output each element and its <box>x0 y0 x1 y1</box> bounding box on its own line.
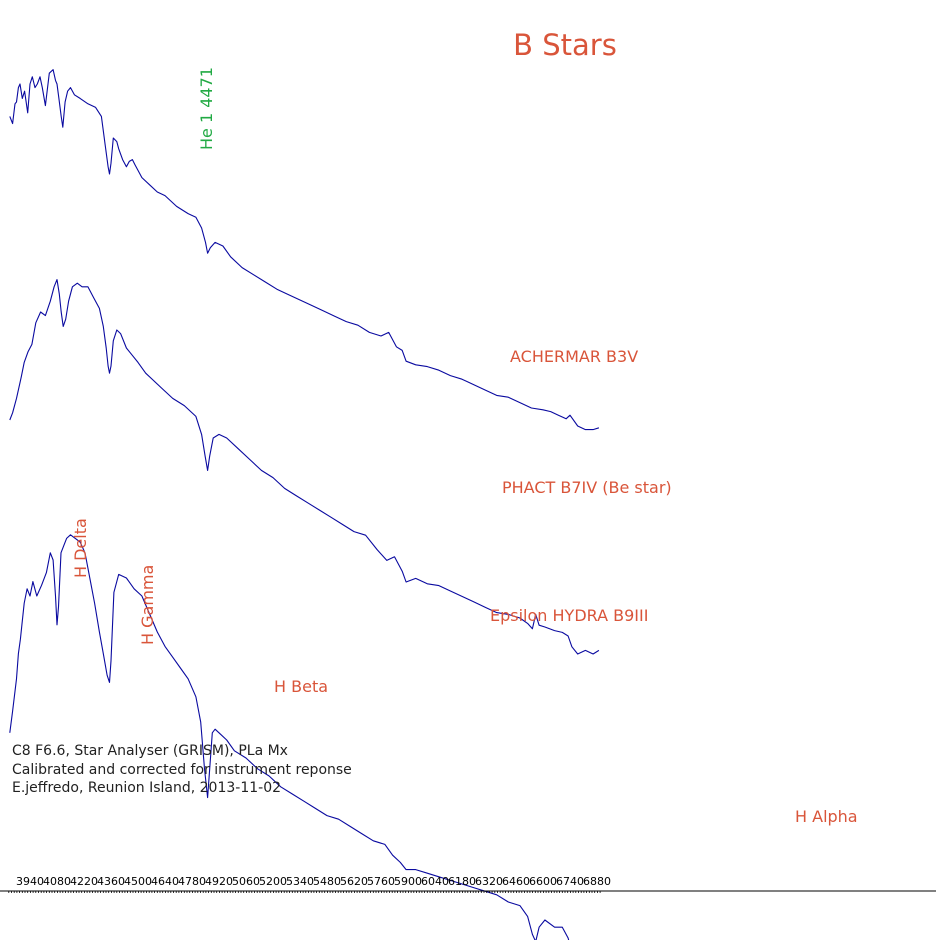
x-tick-label: 4920 <box>205 875 233 888</box>
spectrum-line-1 <box>9 69 600 431</box>
x-tick-label: 6320 <box>475 875 503 888</box>
x-tick-label: 4360 <box>97 875 125 888</box>
x-tick-label: 4780 <box>178 875 206 888</box>
x-tick-label: 6600 <box>529 875 557 888</box>
line-label-h-delta: H Delta <box>71 518 90 578</box>
x-tick-label: 5900 <box>394 875 422 888</box>
x-tick-label: 4500 <box>124 875 152 888</box>
line-label-h-beta: H Beta <box>274 677 328 696</box>
line-label-h-alpha: H Alpha <box>795 807 858 826</box>
series-layer <box>9 69 600 940</box>
x-tick-label: 5200 <box>259 875 287 888</box>
x-tick-label: 6040 <box>421 875 449 888</box>
x-tick-label: 5340 <box>286 875 314 888</box>
x-tick-label: 6880 <box>583 875 611 888</box>
spectrum-line-3 <box>9 534 570 940</box>
annotation-calibration: Calibrated and corrected for instrument … <box>12 762 352 778</box>
annotation-observer: E.jeffredo, Reunion Island, 2013-11-02 <box>12 780 281 796</box>
x-tick-label: 3940 <box>16 875 44 888</box>
x-tick-label: 5760 <box>367 875 395 888</box>
series-label-epsilon-hydra: Epsilon HYDRA B9III <box>490 606 648 625</box>
x-tick-label: 4220 <box>70 875 98 888</box>
spectrum-line-2 <box>9 279 600 655</box>
chart-title: B Stars <box>513 28 617 62</box>
series-label-achermar: ACHERMAR B3V <box>510 347 638 366</box>
x-tick-label: 5480 <box>313 875 341 888</box>
x-tick-label: 5620 <box>340 875 368 888</box>
series-label-phact: PHACT B7IV (Be star) <box>502 478 672 497</box>
x-tick-label: 4640 <box>151 875 179 888</box>
x-tick-label: 6460 <box>502 875 530 888</box>
x-tick-label: 6740 <box>556 875 584 888</box>
annotation-equipment: C8 F6.6, Star Analyser (GRISM), PLa Mx <box>12 743 288 759</box>
line-label-h-gamma: H Gamma <box>138 565 157 645</box>
x-axis: 3940 4080 4220 4360 4500 4640 4780 4920 5060 5200… <box>0 875 936 893</box>
x-tick-label: 4080 <box>43 875 71 888</box>
x-tick-label: 5060 <box>232 875 260 888</box>
x-tick-label: 6180 <box>448 875 476 888</box>
line-label-he1-4471: He 1 4471 <box>197 67 216 150</box>
